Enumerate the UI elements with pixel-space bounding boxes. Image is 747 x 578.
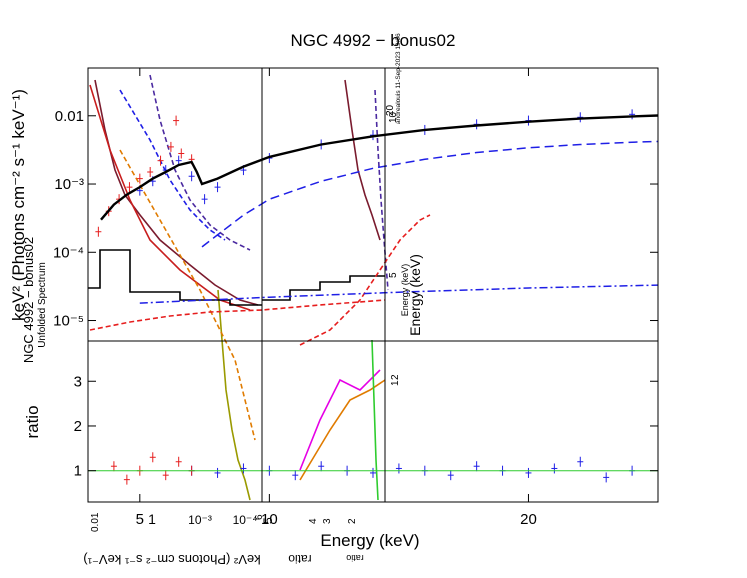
x-axis-label: Energy (keV) xyxy=(320,531,419,550)
top-y-tick-label-3: 10⁻⁴ xyxy=(53,244,84,261)
top-y-axis-label: keV² (Photons cm⁻² s⁻¹ keV⁻¹) xyxy=(9,89,28,321)
small-label-5: 5 xyxy=(388,272,399,278)
overlay-curve-10 xyxy=(89,299,386,331)
bottom-y-tick-label-2: 2 xyxy=(74,418,82,435)
mirror-energy-label-top: Energy (keV) xyxy=(400,264,410,317)
flipped-ratio-text: ratio xyxy=(288,552,312,566)
lower-tick-10-3: 10⁻³ xyxy=(188,513,212,527)
small-label-001: 0.01 xyxy=(90,512,101,532)
overlay-curve-5 xyxy=(374,89,389,291)
series-line-5 xyxy=(139,284,659,304)
lower-tick-10-4: 10⁻⁴ xyxy=(233,513,258,527)
small-label-20: 20 xyxy=(385,104,396,116)
x-tick-label-20: 20 xyxy=(520,511,537,528)
bottom-panel-frame xyxy=(87,340,659,503)
flipped-ylabel-text: keV² (Photons cm⁻² s⁻¹ keV⁻¹) xyxy=(83,552,260,567)
x-tick-label-10: 10 xyxy=(261,511,278,528)
mirror-ylabel-text: NGC 4992 − bonus02 xyxy=(21,237,36,363)
overlay-curve-9 xyxy=(262,275,385,301)
small-label-10: 10 xyxy=(388,111,399,123)
overlay-curve-6 xyxy=(217,289,251,501)
series-line-4 xyxy=(201,140,659,248)
overlay-curve-12 xyxy=(299,379,386,481)
chart-title: NGC 4992 − bonus02 xyxy=(291,31,456,50)
top-y-tick-label-2: 10⁻³ xyxy=(54,176,84,193)
lower-tick-1: 1 xyxy=(148,511,156,527)
overlay-curve-7 xyxy=(119,149,256,441)
unfolded-spectrum-text: Unfolded Spectrum xyxy=(37,262,48,348)
mid-tick-5: 5 xyxy=(261,517,275,524)
overlay-curve-2 xyxy=(344,79,381,241)
stamp-text: andrealouis 11-Sep-2023 19:06 xyxy=(395,33,402,124)
x-tick-label-5: 5 xyxy=(136,511,144,528)
mid-tick-2: 2 xyxy=(347,518,358,524)
overlay-clutter xyxy=(88,74,431,501)
overlay-curve-14 xyxy=(371,339,379,501)
bottom-y-tick-label-1: 1 xyxy=(74,463,82,480)
small-label-1: 1 xyxy=(390,380,401,386)
bottom-y-tick-label-3: 3 xyxy=(74,373,82,390)
overlay-curve-13 xyxy=(299,369,381,471)
small-label-2: 2 xyxy=(390,374,401,380)
mid-tick-4: 4 xyxy=(308,518,319,524)
overlay-curve-11 xyxy=(299,214,431,346)
top-y-tick-label-4: 10⁻⁵ xyxy=(53,313,84,330)
series-line-3 xyxy=(100,114,659,221)
overlay-curve-4 xyxy=(149,74,251,251)
mid-tick-3: 3 xyxy=(322,518,333,524)
overlay-curve-15 xyxy=(119,89,226,241)
top-y-tick-label-1: 0.01 xyxy=(55,108,84,125)
flipped-ratio-small-text: ratio xyxy=(346,553,364,563)
overlay-curve-8 xyxy=(88,249,262,306)
mirror-energy-label-bottom: Energy (keV) xyxy=(407,254,423,336)
bottom-y-axis-label: ratio xyxy=(23,405,42,438)
mid-tick-6: 6 xyxy=(254,514,265,520)
data-layer xyxy=(88,109,659,485)
